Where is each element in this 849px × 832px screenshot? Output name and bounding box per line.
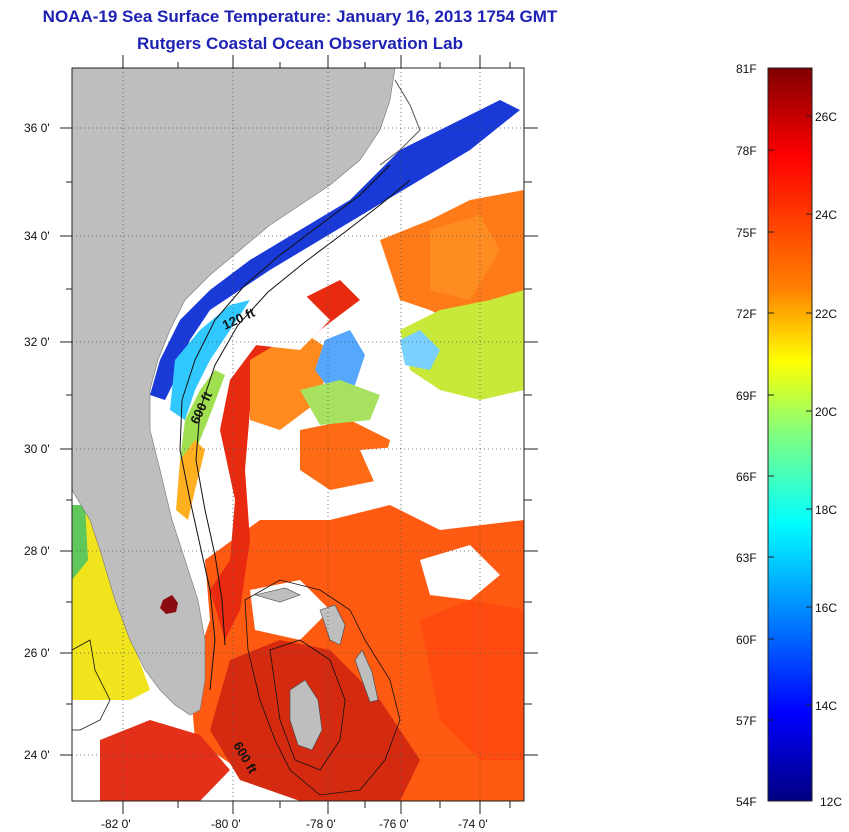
coastal-cold-water: [150, 100, 520, 400]
lat-label: 30 0': [24, 442, 50, 456]
cool-patch-central-2: [300, 380, 380, 425]
contour-bahamas: [244, 579, 401, 796]
lat-label: 32 0': [24, 335, 50, 349]
florida-bay-warm: [100, 720, 230, 801]
colorbar-label-f: 75F: [736, 226, 757, 240]
gulf-stream-core: [210, 280, 360, 640]
map-ticks: [60, 55, 538, 814]
lat-label: 36 0': [24, 121, 50, 135]
gulf-cool-edge: [72, 505, 88, 580]
colorbar-label-f: 57F: [736, 714, 757, 728]
coastal-cool-water: [170, 300, 250, 420]
contour-600ft: [195, 179, 411, 646]
colorbar-label-f: 81F: [736, 62, 757, 76]
colorbar: [767, 67, 813, 802]
map-frame: [71, 67, 525, 802]
lat-label: 34 0': [24, 229, 50, 243]
lon-label: -74 0': [458, 817, 488, 831]
lat-label: 26 0': [24, 646, 50, 660]
cloud-blob-1: [240, 290, 330, 350]
colorbar-label-f: 63F: [736, 551, 757, 565]
lon-label: -76 0': [379, 817, 409, 831]
colorbar-label-f: 69F: [736, 389, 757, 403]
lake-okeechobee: [160, 595, 178, 614]
coastal-warm-water: [176, 440, 205, 520]
contour-gulf: [72, 639, 111, 731]
colorbar-label-f: 60F: [736, 633, 757, 647]
cloud-blob-2: [360, 445, 470, 500]
outer-banks: [379, 79, 421, 166]
andros-island: [289, 679, 323, 751]
colorbar-label-c: 12C: [820, 795, 842, 809]
lon-label: -82 0': [101, 817, 131, 831]
colorbar-label-c: 14C: [815, 699, 837, 713]
colorbar-label-c: 20C: [815, 405, 837, 419]
map-subtitle: Rutgers Coastal Ocean Observation Lab: [137, 34, 463, 53]
colorbar-label-f: 78F: [736, 144, 757, 158]
warm-patch-2: [430, 215, 500, 300]
colorbar-label-c: 24C: [815, 208, 837, 222]
cool-patch-ne-2: [400, 330, 440, 370]
colorbar-label-c: 16C: [815, 601, 837, 615]
map-title: NOAA-19 Sea Surface Temperature: January…: [42, 7, 558, 26]
colorbar-label-c: 26C: [815, 110, 837, 124]
colorbar-label-c: 18C: [815, 503, 837, 517]
lon-label: -80 0': [211, 817, 241, 831]
cloud-blob-3: [420, 545, 500, 600]
warm-patch-1: [300, 420, 390, 490]
colorbar-label-f: 72F: [736, 307, 757, 321]
warm-patch-south-east: [420, 600, 524, 760]
lat-label: 28 0': [24, 544, 50, 558]
lat-label: 24 0': [24, 748, 50, 762]
colorbar-label-f: 54F: [736, 795, 757, 809]
abaco-island: [319, 604, 346, 646]
graticule: [72, 68, 524, 801]
contour-bahamas-inner: [269, 639, 346, 771]
land-mainland: [72, 68, 396, 716]
colorbar-label-c: 22C: [815, 307, 837, 321]
lon-label: -78 0': [306, 817, 336, 831]
cool-patch-central: [315, 330, 365, 390]
contour-120ft: [179, 164, 391, 691]
colorbar-label-f: 66F: [736, 470, 757, 484]
colorbar-ticks: [768, 115, 812, 721]
eleuthera-island: [354, 649, 379, 703]
grand-bahama-island: [254, 587, 301, 603]
cool-patch-ne: [400, 290, 524, 400]
